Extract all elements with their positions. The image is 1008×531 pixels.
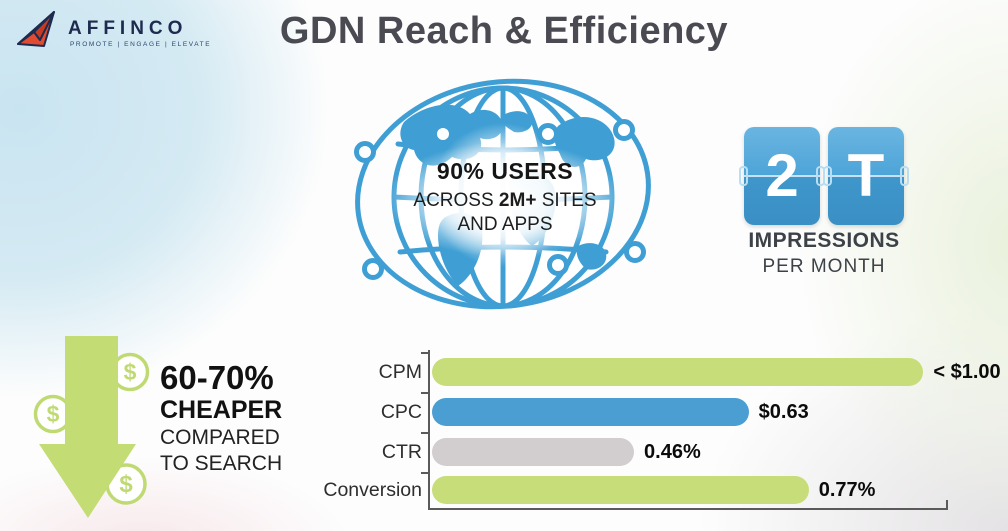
globe-text-halo <box>385 142 625 257</box>
bar-track: $0.63 <box>432 398 978 426</box>
network-node-icon <box>354 141 376 163</box>
axis-end-tick <box>946 500 948 508</box>
bar-track: 0.46% <box>432 438 978 466</box>
value-label: 0.77% <box>818 478 876 501</box>
users-stat: 90% USERS <box>436 158 574 184</box>
conversion-bar <box>432 476 809 504</box>
network-node-icon <box>432 123 454 145</box>
hinge-icon <box>823 166 832 186</box>
category-label: CTR <box>381 441 422 463</box>
page-title: GDN Reach & Efficiency <box>279 10 729 52</box>
svg-text:$: $ <box>119 471 133 498</box>
brand-name: AFFINCO <box>68 18 188 39</box>
category-label: CPM <box>378 361 422 383</box>
globe-stats: 90% USERS ACROSS 2M+ SITES AND APPS <box>393 158 617 236</box>
hinge-icon <box>739 166 748 186</box>
axis-tick <box>421 392 429 394</box>
metrics-bar-chart: CPM < $1.00 CPC $0.63 CTR 0.46% Conversi… <box>318 348 1001 518</box>
cheaper-percent: 60-70% <box>160 359 274 396</box>
cpc-bar <box>432 398 749 426</box>
per-month-label: PER MONTH <box>762 256 886 277</box>
down-arrow-icon <box>39 336 136 518</box>
dollar-coin-icon: $ <box>105 463 147 505</box>
flip-card-digit-2: T <box>823 127 909 225</box>
axis-tick <box>421 352 429 354</box>
impressions-label: IMPRESSIONS <box>748 229 900 252</box>
bar-track: 0.77% <box>432 476 978 504</box>
value-label: $0.63 <box>758 400 809 423</box>
apps-stat: AND APPS <box>457 214 553 235</box>
category-label: CPC <box>380 401 422 423</box>
chart-row-ctr: CTR 0.46% <box>318 438 978 466</box>
y-axis-line <box>428 350 430 508</box>
flip-digit: T <box>847 142 885 209</box>
axis-tick <box>421 432 429 434</box>
category-label: Conversion <box>323 479 422 501</box>
sites-stat: ACROSS 2M+ SITES <box>413 190 597 211</box>
axis-tick <box>421 472 429 474</box>
network-ring <box>354 78 651 310</box>
bar-track: < $1.00 <box>432 358 1001 386</box>
paper-plane-icon <box>17 11 55 47</box>
value-label: < $1.00 <box>933 360 1001 383</box>
chart-row-cpc: CPC $0.63 <box>318 398 978 426</box>
network-node-icon <box>537 123 559 145</box>
network-node-icon <box>547 254 569 276</box>
network-node-icon <box>624 241 646 263</box>
network-node-icon <box>613 119 635 141</box>
hinge-icon <box>900 166 909 186</box>
network-node-icon <box>362 258 384 280</box>
value-label: 0.46% <box>644 440 701 463</box>
cost-down-illustration: $ $ $ <box>30 332 160 524</box>
x-axis-line <box>428 508 948 510</box>
svg-text:$: $ <box>47 401 60 427</box>
brand-logo: AFFINCO PROMOTE | ENGAGE | ELEVATE <box>14 6 210 52</box>
chart-row-cpm: CPM < $1.00 <box>318 358 1001 386</box>
impressions-caption: IMPRESSIONS PER MONTH <box>714 229 934 278</box>
down-arrow-coins-icon: $ $ $ <box>33 336 150 518</box>
ctr-bar <box>432 438 635 466</box>
cheaper-word: CHEAPER <box>160 396 283 425</box>
svg-text:$: $ <box>124 359 137 385</box>
cpm-bar <box>432 358 924 386</box>
chart-row-conversion: Conversion 0.77% <box>318 476 978 504</box>
cheaper-callout: 60-70% CHEAPER COMPARED TO SEARCH <box>160 359 300 476</box>
flip-digit: 2 <box>765 142 799 209</box>
brand-tagline: PROMOTE | ENGAGE | ELEVATE <box>70 41 212 48</box>
flip-card-digit-1: 2 <box>739 127 825 225</box>
